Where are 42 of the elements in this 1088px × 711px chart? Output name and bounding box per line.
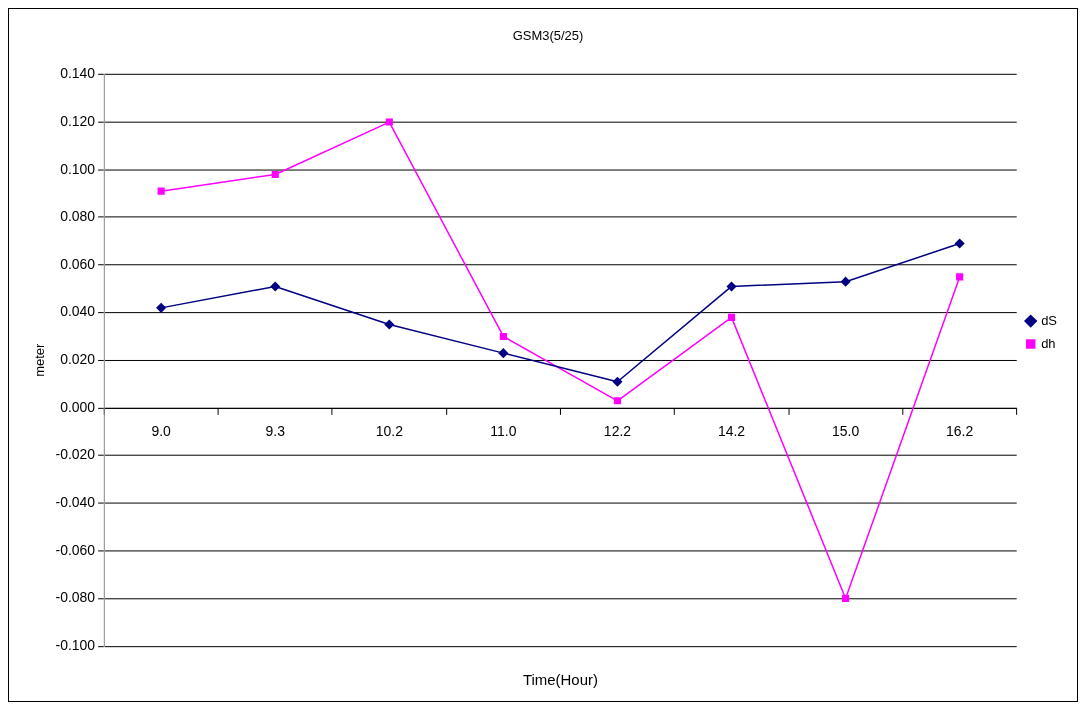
point	[384, 319, 395, 330]
point	[385, 118, 393, 126]
y-tick-label: -0.060	[55, 541, 96, 558]
y-tick-label: 0.080	[60, 208, 96, 225]
point	[157, 187, 165, 195]
point	[727, 313, 736, 321]
y-tick-label: -0.080	[55, 589, 96, 606]
point	[842, 594, 850, 603]
x-tick-label: 9.3	[265, 423, 286, 440]
point	[499, 332, 507, 341]
y-tick-label: -0.020	[55, 446, 96, 463]
y-axis-title: meter	[32, 343, 48, 377]
point	[726, 281, 737, 292]
y-tick-label: 0.020	[60, 351, 96, 368]
legend-label: dh	[1041, 335, 1056, 351]
x-tick-label: 12.2	[603, 423, 632, 440]
point	[954, 238, 965, 249]
point	[956, 273, 964, 281]
x-tick-label: 10.2	[375, 423, 404, 440]
point	[270, 281, 280, 292]
x-tick-label: 11.0	[490, 423, 517, 440]
y-tick-label: 0.000	[60, 398, 96, 415]
y-tick-label: 0.120	[60, 112, 96, 129]
y-tick-label: 0.140	[60, 65, 96, 82]
y-tick-label: 0.100	[60, 160, 96, 177]
point	[156, 303, 166, 313]
x-tick-label: 15.0	[832, 423, 860, 440]
y-tick-label: 0.060	[60, 255, 96, 272]
legend-label: dS	[1041, 312, 1058, 328]
point	[271, 170, 279, 179]
x-tick-label: 9.0	[151, 423, 172, 440]
x-tick-label: 16.2	[946, 423, 974, 440]
point	[498, 348, 509, 358]
point	[612, 376, 623, 387]
x-tick-label: 14.2	[717, 423, 746, 440]
y-tick-label: -0.040	[55, 494, 96, 511]
y-tick-label: -0.100	[55, 637, 96, 654]
chart-title: GSM3(5/25)	[512, 28, 584, 44]
point	[613, 397, 622, 405]
x-axis-title: Time(Hour)	[522, 671, 598, 689]
y-tick-label: 0.040	[60, 303, 96, 320]
point	[840, 276, 851, 287]
